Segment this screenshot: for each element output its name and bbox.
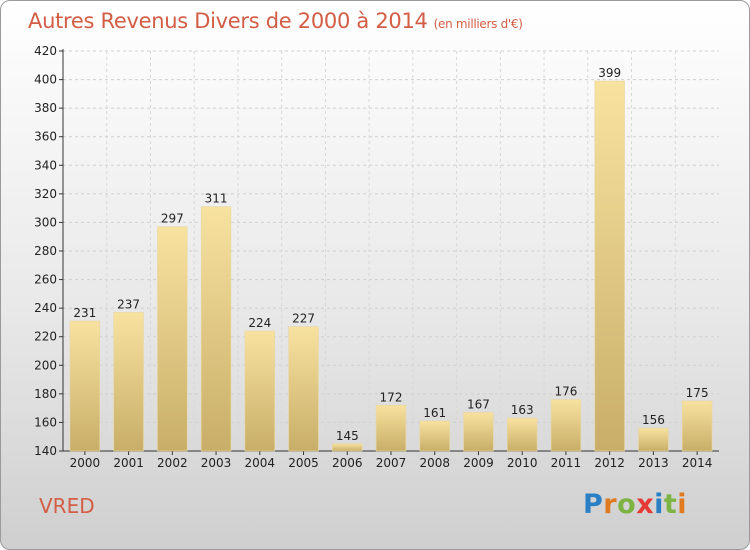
logo-letter: i (677, 489, 688, 520)
y-tick-label: 300 (34, 215, 57, 229)
value-label: 172 (380, 390, 403, 404)
labels: 140 160 180 200 220 240 260 280 300 320 340 360 380 4… (34, 44, 712, 470)
x-tick-label: 2010 (507, 456, 538, 470)
x-tick-label: 2014 (682, 456, 713, 470)
bar (332, 443, 363, 452)
value-label: 163 (511, 403, 534, 417)
x-tick-label: 2002 (157, 456, 188, 470)
y-tick-label: 380 (34, 101, 57, 115)
y-tick-label: 320 (34, 187, 57, 201)
y-tick-label: 140 (34, 444, 57, 458)
y-tick-label: 400 (34, 73, 57, 87)
value-label: 167 (467, 397, 490, 411)
y-tick-label: 240 (34, 301, 57, 315)
y-tick-label: 280 (34, 244, 57, 258)
y-tick-label: 260 (34, 273, 57, 287)
x-tick-label: 2003 (201, 456, 232, 470)
bar (550, 399, 582, 452)
value-label: 175 (686, 386, 709, 400)
bar (375, 404, 407, 452)
bar (244, 330, 275, 452)
bar (681, 400, 713, 452)
x-tick-label: 2009 (463, 456, 494, 470)
chart-title-text: Autres Revenus Divers de 2000 à 2014 (28, 9, 428, 33)
bars (69, 80, 713, 452)
bar (200, 206, 232, 452)
x-tick-label: 2008 (419, 456, 450, 470)
x-tick-label: 2005 (288, 456, 319, 470)
y-tick-label: 220 (34, 330, 57, 344)
x-tick-label: 2006 (332, 456, 363, 470)
logo-letter: r (603, 489, 618, 520)
value-label: 176 (554, 385, 577, 399)
value-label: 161 (423, 406, 446, 420)
x-tick-label: 2007 (376, 456, 407, 470)
y-tick-label: 360 (34, 130, 57, 144)
bar (594, 80, 625, 452)
y-tick-label: 180 (34, 387, 57, 401)
value-label: 237 (117, 297, 140, 311)
logo-letter: P (583, 489, 604, 520)
logo-letter: t (663, 489, 678, 520)
y-tick-label: 340 (34, 158, 57, 172)
x-tick-label: 2000 (70, 456, 101, 470)
x-tick-label: 2012 (594, 456, 625, 470)
logo-letter: i (654, 489, 664, 520)
logo-letter: o (617, 489, 637, 520)
value-label: 311 (205, 192, 228, 206)
bar (419, 420, 450, 452)
y-tick-label: 420 (34, 44, 57, 58)
logo-letter: x (636, 489, 655, 520)
y-tick-label: 160 (34, 415, 57, 429)
bar (288, 326, 319, 452)
bar (69, 320, 101, 452)
value-label: 231 (73, 306, 96, 320)
value-label: 156 (642, 413, 665, 427)
bar (638, 427, 669, 452)
bar (507, 417, 538, 452)
y-tick-label: 200 (34, 358, 57, 372)
bar (113, 312, 144, 452)
commune-name: VRED (39, 494, 95, 518)
x-tick-label: 2011 (551, 456, 582, 470)
value-label: 227 (292, 312, 315, 326)
x-tick-label: 2004 (245, 456, 276, 470)
value-label: 297 (161, 212, 184, 226)
proxiti-logo: Proxiti (583, 489, 687, 520)
x-tick-label: 2013 (638, 456, 669, 470)
bar (463, 412, 494, 452)
x-tick-label: 2001 (113, 456, 144, 470)
chart-subtitle: (en milliers d'€) (433, 17, 523, 31)
chart-title: Autres Revenus Divers de 2000 à 2014 (en … (28, 9, 523, 33)
value-label: 224 (248, 316, 271, 330)
value-label: 145 (336, 429, 359, 443)
bar (157, 226, 188, 452)
value-label: 399 (598, 66, 621, 80)
